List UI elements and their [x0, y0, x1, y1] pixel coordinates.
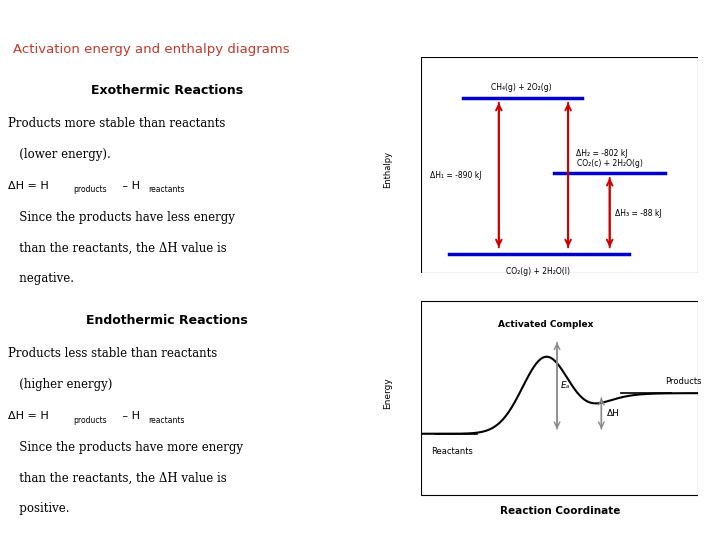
Text: Since the products have less energy: Since the products have less energy: [9, 211, 235, 224]
Text: negative.: negative.: [9, 272, 74, 285]
Text: reactants: reactants: [148, 185, 185, 194]
Text: CH₄(g) + 2O₂(g): CH₄(g) + 2O₂(g): [490, 83, 552, 92]
Text: than the reactants, the ΔH value is: than the reactants, the ΔH value is: [9, 472, 227, 485]
Text: ΔH = H: ΔH = H: [9, 180, 49, 191]
Text: Eₐ: Eₐ: [561, 381, 570, 390]
Text: reactants: reactants: [148, 415, 185, 424]
Text: – H: – H: [119, 411, 140, 421]
Text: – H: – H: [119, 180, 140, 191]
Text: Energy: Energy: [384, 377, 392, 409]
Text: Products: Products: [665, 377, 701, 386]
Text: Activated Complex: Activated Complex: [498, 320, 593, 328]
Text: ΔH₁ = -890 kJ: ΔH₁ = -890 kJ: [430, 172, 481, 180]
Text: ΔH = H: ΔH = H: [9, 411, 49, 421]
Text: ΔH₂ = -802 kJ: ΔH₂ = -802 kJ: [577, 149, 628, 158]
Text: Endothermic Reactions: Endothermic Reactions: [86, 314, 248, 327]
Text: CO₂(c) + 2H₂O(g): CO₂(c) + 2H₂O(g): [577, 159, 643, 167]
Bar: [421, 301, 698, 495]
Text: Exothermic Reactions: Exothermic Reactions: [91, 84, 243, 97]
Text: products: products: [73, 415, 107, 424]
Text: Products less stable than reactants: Products less stable than reactants: [9, 347, 217, 360]
Text: Since the products have more energy: Since the products have more energy: [9, 441, 243, 454]
Text: products: products: [73, 185, 107, 194]
Text: positive.: positive.: [9, 502, 70, 515]
Text: than the reactants, the ΔH value is: than the reactants, the ΔH value is: [9, 242, 227, 255]
Text: Reaction Coordinate: Reaction Coordinate: [500, 506, 620, 516]
Text: (higher energy): (higher energy): [9, 378, 113, 391]
Text: ΔH₃ = -88 kJ: ΔH₃ = -88 kJ: [615, 209, 662, 218]
Text: (lower energy).: (lower energy).: [9, 148, 111, 161]
Text: Activation energy and enthalpy diagrams: Activation energy and enthalpy diagrams: [14, 43, 290, 57]
Text: Reactants: Reactants: [431, 447, 472, 456]
Text: Products more stable than reactants: Products more stable than reactants: [9, 117, 226, 130]
Text: Enthalpy: Enthalpy: [384, 151, 392, 188]
Text: ΔH: ΔH: [607, 409, 620, 418]
Text: CO₂(g) + 2H₂O(l): CO₂(g) + 2H₂O(l): [505, 267, 570, 276]
